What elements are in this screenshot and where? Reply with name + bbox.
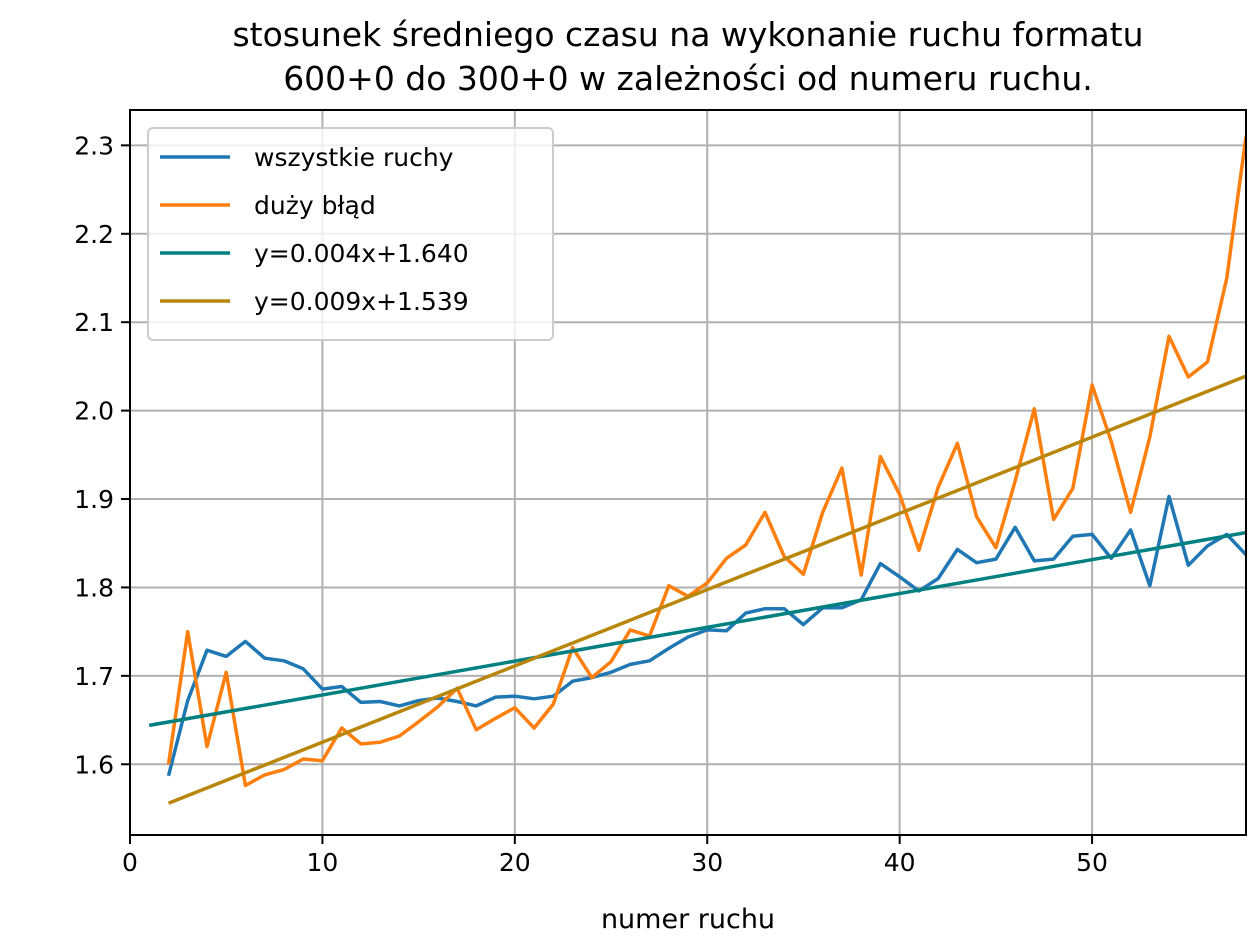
- x-axis-label: numer ruchu: [601, 904, 775, 935]
- y-tick-label: 2.3: [74, 131, 114, 160]
- y-tick-label: 1.9: [74, 485, 114, 514]
- legend: wszystkie ruchy duży błąd y=0.004x+1.640 y=…: [147, 127, 554, 341]
- chart-title: stosunek średniego czasu na wykonanie ru…: [232, 15, 1143, 98]
- chart-title-line-2: 600+0 do 300+0 w zależności od numeru ru…: [283, 59, 1093, 98]
- legend-label-1: wszystkie ruchy: [254, 143, 454, 172]
- x-tick-label: 40: [884, 848, 916, 877]
- axis-ticks: 0 10 20 30 40 50 1.6 1.7 1.8 1.9 2.0 2.1 2.2 2.3: [74, 131, 1108, 877]
- x-tick-label: 20: [499, 848, 531, 877]
- chart-title-line-1: stosunek średniego czasu na wykonanie ru…: [232, 15, 1143, 54]
- x-tick-label: 50: [1076, 848, 1108, 877]
- y-tick-label: 2.2: [74, 220, 114, 249]
- legend-label-3: y=0.004x+1.640: [254, 239, 469, 268]
- x-tick-label: 0: [122, 848, 138, 877]
- y-tick-label: 1.8: [74, 573, 114, 602]
- legend-label-2: duży błąd: [254, 191, 376, 220]
- x-tick-label: 30: [691, 848, 723, 877]
- legend-box: [147, 127, 554, 341]
- y-tick-label: 1.6: [74, 750, 114, 779]
- plot-lines: [148, 136, 1246, 805]
- y-tick-label: 2.1: [74, 308, 114, 337]
- series-line-3: [148, 530, 1246, 728]
- y-tick-label: 1.7: [74, 662, 114, 691]
- plot-frame: [129, 109, 1247, 836]
- y-tick-label: 2.0: [74, 397, 114, 426]
- legend-label-4: y=0.009x+1.539: [254, 287, 469, 316]
- x-tick-label: 10: [307, 848, 339, 877]
- series-line-4: [167, 374, 1246, 805]
